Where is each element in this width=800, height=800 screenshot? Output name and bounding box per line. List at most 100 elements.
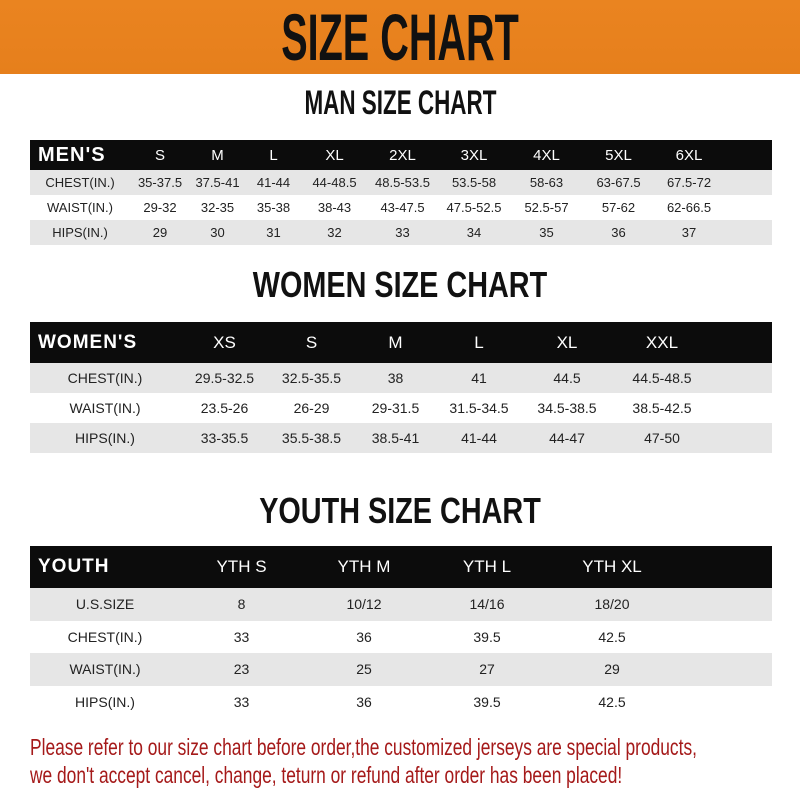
measure-label-cell: U.S.SIZE <box>30 588 180 621</box>
table-row: CHEST(IN.) 33 36 39.5 42.5 <box>30 620 772 653</box>
notice-line-2: we don't accept cancel, change, teturn o… <box>30 762 772 789</box>
measure-value-cell: 31 <box>245 220 302 245</box>
measure-value-cell: 35 <box>510 220 583 245</box>
measure-value-cell: 39.5 <box>425 685 549 718</box>
notice-text-1: Please refer to our size chart before or… <box>30 734 697 760</box>
banner-title: SIZE CHART <box>281 0 519 74</box>
men-size-table: MEN'S S M L XL 2XL 3XL 4XL 5XL 6XL CHEST(IN.) 35-37… <box>30 140 772 245</box>
measure-value-cell: 35-37.5 <box>130 170 190 195</box>
measure-value-cell: 43-47.5 <box>367 195 438 220</box>
table-row: WAIST(IN.) 23 25 27 29 <box>30 653 772 686</box>
empty-cell <box>724 170 772 195</box>
measure-value-cell: 33-35.5 <box>180 423 269 453</box>
measure-value-cell: 42.5 <box>549 685 675 718</box>
measure-label-cell: WAIST(IN.) <box>30 653 180 686</box>
size-chart-banner: SIZE CHART <box>0 0 800 74</box>
empty-cell <box>711 423 772 453</box>
size-header-cell: 6XL <box>654 140 724 170</box>
measure-value-cell: 63-67.5 <box>583 170 654 195</box>
measure-value-cell: 34 <box>438 220 510 245</box>
empty-cell <box>711 393 772 423</box>
size-header-cell: YTH M <box>303 546 425 588</box>
measure-value-cell: 38.5-41 <box>354 423 437 453</box>
size-header-cell: M <box>354 322 437 363</box>
size-header-cell: XL <box>302 140 367 170</box>
size-header-cell: S <box>130 140 190 170</box>
measure-value-cell: 35-38 <box>245 195 302 220</box>
size-header-cell: 4XL <box>510 140 583 170</box>
women-size-table: WOMEN'S XS S M L XL XXL CHEST(IN.) 29.5-32.5 32.5… <box>30 322 772 453</box>
empty-cell <box>724 140 772 170</box>
measure-label-cell: CHEST(IN.) <box>30 170 130 195</box>
measure-value-cell: 29 <box>130 220 190 245</box>
measure-value-cell: 41-44 <box>437 423 521 453</box>
measure-label-cell: WAIST(IN.) <box>30 393 180 423</box>
men-section-title: MAN SIZE CHART <box>0 84 800 123</box>
measure-value-cell: 10/12 <box>303 588 425 621</box>
measure-value-cell: 41-44 <box>245 170 302 195</box>
empty-cell <box>675 620 772 653</box>
women-title-text: WOMEN SIZE CHART <box>252 264 548 305</box>
measure-value-cell: 33 <box>367 220 438 245</box>
measure-value-cell: 39.5 <box>425 620 549 653</box>
measure-value-cell: 32-35 <box>190 195 245 220</box>
size-header-cell: YTH S <box>180 546 303 588</box>
measure-value-cell: 37 <box>654 220 724 245</box>
table-row: HIPS(IN.) 29 30 31 32 33 34 35 36 37 <box>30 220 772 245</box>
measure-value-cell: 62-66.5 <box>654 195 724 220</box>
measure-value-cell: 30 <box>190 220 245 245</box>
size-header-cell: S <box>269 322 354 363</box>
empty-cell <box>675 653 772 686</box>
size-header-cell: YTH L <box>425 546 549 588</box>
measure-label-cell: HIPS(IN.) <box>30 685 180 718</box>
measure-value-cell: 37.5-41 <box>190 170 245 195</box>
measure-value-cell: 34.5-38.5 <box>521 393 613 423</box>
size-header-cell: 2XL <box>367 140 438 170</box>
size-header-cell: L <box>437 322 521 363</box>
size-header-cell: L <box>245 140 302 170</box>
size-header-cell: M <box>190 140 245 170</box>
empty-cell <box>711 363 772 393</box>
measure-value-cell: 32.5-35.5 <box>269 363 354 393</box>
measure-value-cell: 58-63 <box>510 170 583 195</box>
table-title-cell: WOMEN'S <box>30 322 180 363</box>
youth-section-title: YOUTH SIZE CHART <box>0 490 800 532</box>
measure-value-cell: 57-62 <box>583 195 654 220</box>
measure-value-cell: 44-47 <box>521 423 613 453</box>
measure-value-cell: 29-32 <box>130 195 190 220</box>
measure-value-cell: 67.5-72 <box>654 170 724 195</box>
size-header-cell: 3XL <box>438 140 510 170</box>
measure-value-cell: 32 <box>302 220 367 245</box>
measure-label-cell: WAIST(IN.) <box>30 195 130 220</box>
empty-cell <box>711 322 772 363</box>
notice-line-1: Please refer to our size chart before or… <box>30 734 772 761</box>
measure-value-cell: 18/20 <box>549 588 675 621</box>
measure-value-cell: 38-43 <box>302 195 367 220</box>
measure-value-cell: 33 <box>180 620 303 653</box>
size-header-cell: XS <box>180 322 269 363</box>
youth-size-table: YOUTH YTH S YTH M YTH L YTH XL U.S.SIZE 8 10/12… <box>30 546 772 718</box>
measure-value-cell: 23.5-26 <box>180 393 269 423</box>
empty-cell <box>675 546 772 588</box>
measure-value-cell: 25 <box>303 653 425 686</box>
size-header-cell: XL <box>521 322 613 363</box>
measure-value-cell: 35.5-38.5 <box>269 423 354 453</box>
measure-value-cell: 48.5-53.5 <box>367 170 438 195</box>
youth-header-row: YOUTH YTH S YTH M YTH L YTH XL <box>30 546 772 588</box>
empty-cell <box>675 588 772 621</box>
measure-value-cell: 44-48.5 <box>302 170 367 195</box>
measure-value-cell: 36 <box>583 220 654 245</box>
measure-value-cell: 14/16 <box>425 588 549 621</box>
measure-label-cell: CHEST(IN.) <box>30 363 180 393</box>
measure-value-cell: 26-29 <box>269 393 354 423</box>
measure-label-cell: HIPS(IN.) <box>30 423 180 453</box>
measure-value-cell: 29 <box>549 653 675 686</box>
table-title-cell: MEN'S <box>30 140 130 170</box>
men-title-text: MAN SIZE CHART <box>303 84 496 122</box>
table-title-cell: YOUTH <box>30 546 180 588</box>
measure-value-cell: 38 <box>354 363 437 393</box>
size-header-cell: 5XL <box>583 140 654 170</box>
table-row: HIPS(IN.) 33-35.5 35.5-38.5 38.5-41 41-44 44-… <box>30 423 772 453</box>
measure-value-cell: 8 <box>180 588 303 621</box>
measure-value-cell: 31.5-34.5 <box>437 393 521 423</box>
